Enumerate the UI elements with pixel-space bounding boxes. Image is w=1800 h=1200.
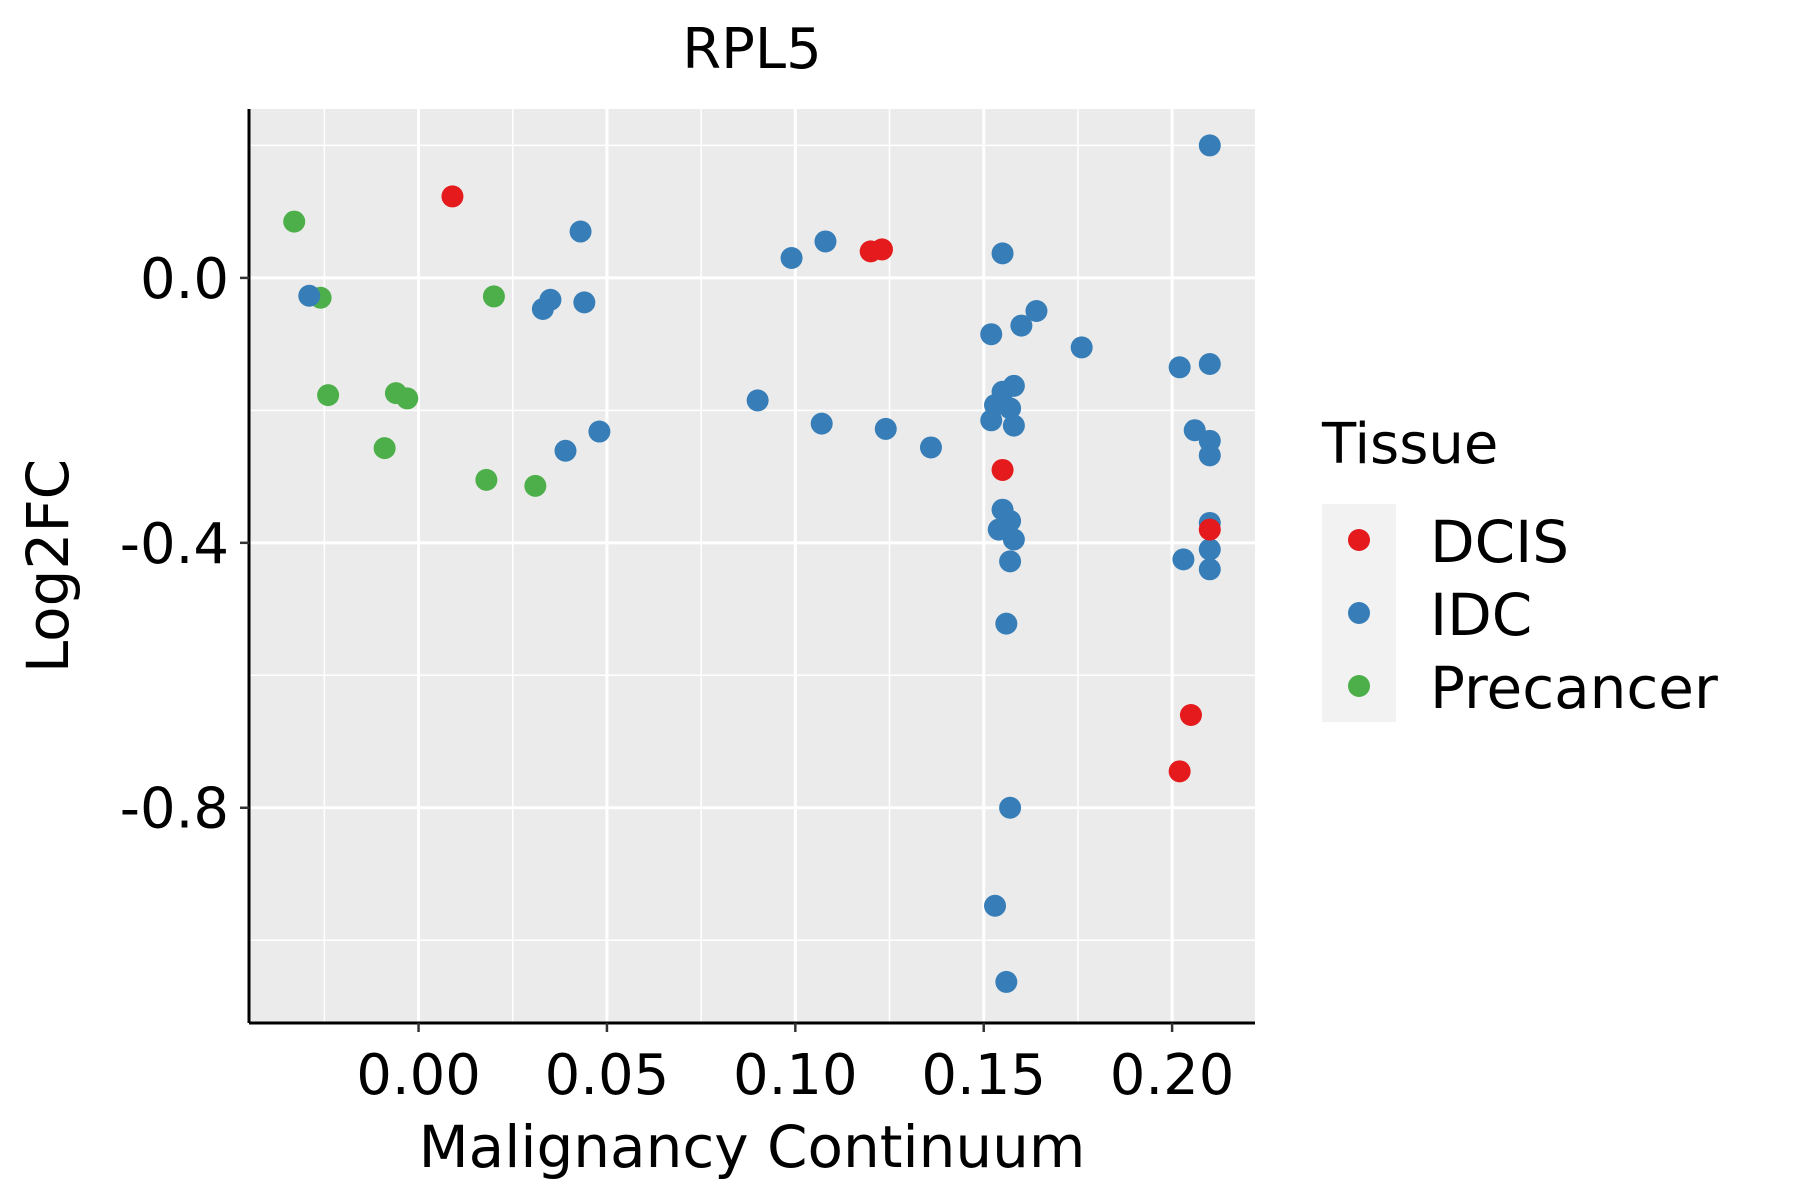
point-idc: [999, 796, 1022, 819]
point-idc: [1002, 374, 1025, 397]
point-idc: [995, 612, 1018, 635]
point-idc: [810, 412, 833, 435]
point-precancer: [396, 387, 419, 410]
point-idc: [554, 439, 577, 462]
point-idc: [999, 550, 1022, 573]
point-idc: [1070, 336, 1093, 359]
point-idc: [991, 242, 1014, 265]
point-dcis: [870, 238, 893, 261]
legend-title: Tissue: [1321, 412, 1498, 477]
point-dcis: [1179, 704, 1202, 727]
legend-key-precancer: [1348, 675, 1370, 697]
point-idc: [1198, 352, 1221, 375]
point-precancer: [283, 210, 306, 233]
point-idc: [573, 291, 596, 314]
point-idc: [569, 220, 592, 243]
x-tick-label: 0.10: [733, 1043, 858, 1108]
y-tick-label: -0.4: [120, 512, 229, 577]
point-idc: [780, 247, 803, 270]
point-idc: [1168, 356, 1191, 379]
minor-gridlines: [249, 109, 1255, 1023]
legend-label-idc: IDC: [1430, 581, 1532, 649]
point-idc: [1172, 548, 1195, 571]
point-dcis: [1168, 760, 1191, 783]
x-axis-ticks: 0.00 0.05 0.10 0.15 0.20: [356, 1023, 1234, 1108]
x-tick-label: 0.05: [545, 1043, 670, 1108]
point-idc: [1198, 134, 1221, 157]
chart-title: RPL5: [682, 17, 822, 82]
point-dcis: [441, 185, 464, 208]
y-tick-label: 0.0: [140, 247, 229, 312]
point-idc: [984, 894, 1007, 917]
point-idc: [1198, 444, 1221, 467]
point-idc: [588, 420, 611, 443]
point-idc: [1010, 314, 1033, 337]
point-precancer: [373, 437, 396, 460]
point-idc: [1198, 558, 1221, 581]
point-idc: [919, 436, 942, 459]
point-precancer: [317, 384, 340, 407]
legend-label-precancer: Precancer: [1430, 654, 1718, 722]
y-tick-label: -0.8: [120, 777, 229, 842]
x-axis-title: Malignancy Continuum: [419, 1113, 1086, 1181]
y-axis-ticks: 0.0 -0.4 -0.8: [120, 247, 249, 842]
point-dcis: [1198, 518, 1221, 541]
point-idc: [298, 284, 321, 307]
legend-key-dcis: [1348, 529, 1370, 551]
point-idc: [1025, 300, 1048, 323]
point-idc: [995, 970, 1018, 993]
point-idc: [814, 230, 837, 253]
point-idc: [1002, 414, 1025, 437]
point-precancer: [482, 285, 505, 308]
data-points: [283, 134, 1221, 993]
x-tick-label: 0.15: [921, 1043, 1046, 1108]
legend-key-idc: [1348, 602, 1370, 624]
point-dcis: [991, 458, 1014, 481]
x-tick-label: 0.00: [356, 1043, 481, 1108]
point-idc: [539, 288, 562, 311]
legend-label-dcis: DCIS: [1430, 508, 1569, 576]
point-precancer: [475, 468, 498, 491]
y-axis-title: Log2FC: [14, 459, 82, 673]
x-tick-label: 0.20: [1110, 1043, 1235, 1108]
legend: Tissue DCIS IDC Precancer: [1321, 412, 1718, 722]
plot-panel: [249, 109, 1255, 1023]
point-idc: [874, 417, 897, 440]
point-precancer: [524, 474, 547, 497]
point-idc: [746, 389, 769, 412]
point-idc: [1002, 528, 1025, 551]
point-idc: [1198, 538, 1221, 561]
point-idc: [999, 397, 1022, 420]
point-idc: [999, 509, 1022, 532]
point-idc: [980, 323, 1003, 346]
